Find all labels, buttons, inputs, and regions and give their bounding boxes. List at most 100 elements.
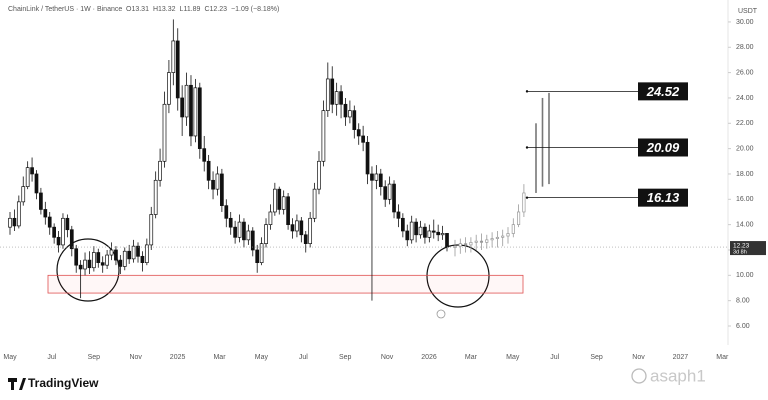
watermark-icon xyxy=(631,368,647,384)
candle-body xyxy=(92,252,96,269)
candle-body xyxy=(312,188,317,219)
candle-body xyxy=(440,233,445,236)
candle-body xyxy=(517,211,521,225)
candle-body xyxy=(189,84,193,137)
level-label: 24.52 xyxy=(646,84,680,99)
x-tick-label: May xyxy=(3,354,17,361)
y-tick-label: 14.00 xyxy=(736,221,754,228)
x-tick-label: Jul xyxy=(47,354,56,361)
candle-body xyxy=(215,173,220,190)
level-label: 20.09 xyxy=(646,140,680,155)
y-tick-label: 10.00 xyxy=(736,272,754,279)
highlight-circle xyxy=(426,244,490,308)
candle-body xyxy=(303,234,308,244)
y-tick-label: 26.00 xyxy=(736,69,754,76)
candle-body xyxy=(153,179,158,215)
chart-title: ChainLink / TetherUS · 1W · Binance xyxy=(8,6,122,13)
watermark: asaph1 xyxy=(650,366,706,385)
candle-body xyxy=(272,188,277,213)
currency: USDT xyxy=(738,8,758,15)
candle-body xyxy=(479,240,484,243)
y-tick-label: 6.00 xyxy=(736,323,750,330)
candle-body xyxy=(361,135,365,143)
candle-body xyxy=(197,87,202,149)
candle-body xyxy=(290,224,295,232)
price-tag-value: 12.23 xyxy=(733,242,750,249)
candle-body xyxy=(202,148,207,162)
y-tick-label: 18.00 xyxy=(736,171,754,178)
candle-body xyxy=(511,224,515,234)
candle-body xyxy=(87,259,92,269)
candle-body xyxy=(74,248,79,266)
candle-body xyxy=(343,103,348,118)
x-tick-label: Jul xyxy=(550,354,559,361)
candle-body xyxy=(114,249,118,261)
event-icon xyxy=(436,309,446,319)
x-tick-label: Sep xyxy=(88,354,101,361)
y-tick-label: 22.00 xyxy=(736,120,754,127)
x-tick-label: Jul xyxy=(299,354,308,361)
brand: TradingView xyxy=(28,376,99,390)
support-zone xyxy=(47,274,524,294)
candle-body xyxy=(378,173,383,187)
ohlc-value: L11.89 xyxy=(180,6,201,13)
candle-body xyxy=(392,183,396,213)
candle-body xyxy=(220,173,224,206)
candle-body xyxy=(348,110,352,118)
x-tick-label: Mar xyxy=(213,354,226,361)
candle-body xyxy=(21,186,26,203)
candle-body xyxy=(401,217,405,232)
candle-body xyxy=(277,188,282,210)
candle-body xyxy=(52,226,56,238)
candle-body xyxy=(96,252,101,264)
candle-body xyxy=(423,226,427,238)
price-tag xyxy=(730,241,766,256)
candle-body xyxy=(140,255,145,264)
y-tick-label: 24.00 xyxy=(736,95,754,102)
candle-body xyxy=(105,254,109,266)
candle-body xyxy=(242,221,246,241)
candle-body xyxy=(469,242,473,246)
candle-body xyxy=(162,103,167,162)
candle-body xyxy=(127,250,132,260)
candle-body xyxy=(34,173,39,194)
candle-body xyxy=(334,91,339,105)
candle-body xyxy=(321,110,326,162)
y-tick-label: 30.00 xyxy=(736,19,754,26)
x-tick-label: 2025 xyxy=(170,354,186,361)
y-tick-label: 20.00 xyxy=(736,145,754,152)
candle-body xyxy=(175,40,180,99)
candle-body xyxy=(100,262,105,266)
candle-body xyxy=(211,179,215,190)
candle-body xyxy=(69,229,74,250)
x-tick-label: 2027 xyxy=(673,354,689,361)
candle-body xyxy=(224,205,229,219)
x-tick-label: Mar xyxy=(465,354,478,361)
candle-body xyxy=(522,192,526,213)
candle-body xyxy=(383,186,388,200)
candle-body xyxy=(264,224,268,244)
countdown: 3d 8h xyxy=(733,250,747,256)
level-box xyxy=(638,138,688,157)
candle-body xyxy=(352,110,357,130)
candle-body xyxy=(149,214,154,246)
candle-body xyxy=(250,230,255,251)
candle-body xyxy=(61,217,65,246)
candle-body xyxy=(339,91,343,105)
x-tick-label: Nov xyxy=(381,354,394,361)
candle-body xyxy=(167,72,171,105)
candle-body xyxy=(356,129,361,137)
candle-body xyxy=(237,221,242,238)
candle-body xyxy=(184,84,189,118)
x-tick-label: Nov xyxy=(632,354,645,361)
candle-body xyxy=(281,196,286,210)
candle-body xyxy=(16,201,21,227)
candle-body xyxy=(158,160,162,181)
x-tick-label: May xyxy=(506,354,520,361)
candle-body xyxy=(206,160,211,181)
candle-body xyxy=(286,196,290,225)
ohlc-value: H13.32 xyxy=(153,6,176,13)
level-label: 16.13 xyxy=(647,190,680,205)
candle-body xyxy=(427,230,432,238)
candle-body xyxy=(295,220,299,232)
